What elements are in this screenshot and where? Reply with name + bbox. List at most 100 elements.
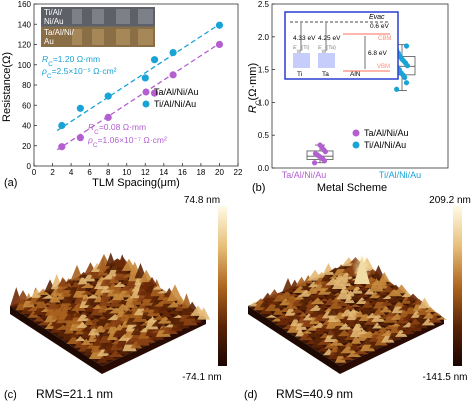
- afm-peak: [369, 339, 380, 349]
- afm-peak: [166, 310, 180, 315]
- vbm-label: VBM: [377, 64, 390, 70]
- data-point: [169, 49, 177, 57]
- afm-peak: [160, 309, 172, 317]
- afm-peak: [94, 317, 109, 326]
- afm-peak: [31, 287, 42, 298]
- fit-lines: [56, 20, 225, 151]
- afm-peak: [333, 273, 347, 283]
- afm-peak: [384, 281, 396, 286]
- afm-peak: [272, 293, 288, 302]
- y-tick-label: 160: [18, 0, 32, 9]
- afm-peak: [177, 318, 190, 329]
- axis-ticks: 0.0 0.5 1.0 1.5 2.0 2.5: [258, 0, 275, 173]
- afm-peak: [146, 276, 158, 286]
- data-point: [312, 150, 319, 157]
- afm-peak: [394, 284, 409, 294]
- afm-peak: [395, 328, 408, 337]
- afm-peak: [370, 313, 386, 322]
- afm-peak: [421, 318, 435, 326]
- afm-peak: [284, 304, 297, 316]
- afm-peak: [328, 300, 344, 309]
- afm-peak: [303, 275, 314, 284]
- afm-surface-d: [248, 254, 448, 374]
- afm-peak: [297, 297, 313, 304]
- afm-peak: [19, 303, 36, 314]
- afm-peak: [130, 338, 142, 349]
- panel-label-b: (b): [252, 182, 265, 194]
- afm-peak: [68, 331, 81, 338]
- panel-label-d: (d): [244, 389, 257, 401]
- afm-peak: [378, 272, 391, 283]
- data-point: [104, 92, 112, 100]
- data-points: [58, 21, 224, 151]
- afm-peak: [418, 297, 431, 309]
- afm-peak: [344, 293, 355, 304]
- afm-peak: [381, 331, 395, 343]
- x-axis-label: Metal Scheme: [317, 182, 387, 194]
- data-point: [403, 43, 410, 49]
- afm-peak: [317, 347, 330, 352]
- y-tick-label: 0: [27, 162, 32, 171]
- afm-peak: [351, 284, 364, 294]
- afm-peak: [27, 310, 40, 318]
- afm-peak: [149, 329, 164, 340]
- afm-peak: [337, 329, 352, 337]
- afm-peak: [320, 277, 333, 289]
- afm-peak: [264, 301, 281, 312]
- afm-peak: [57, 278, 70, 287]
- afm-peak: [339, 271, 355, 280]
- y-tick-label: 40: [22, 122, 31, 131]
- afm-peak: [334, 309, 348, 320]
- y-tick-label: 120: [18, 41, 32, 50]
- data-point: [169, 71, 177, 79]
- afm-peak: [337, 334, 350, 343]
- data-point: [141, 74, 149, 82]
- afm-peak: [35, 294, 49, 302]
- afm-peak: [87, 325, 101, 336]
- colorbar-max-d: 209.2 nm: [429, 195, 471, 206]
- afm-peak: [372, 322, 383, 329]
- ta-wf-label: Ew(Ta): [318, 45, 336, 55]
- annotation-ta-rc: RC=0.08 Ω·mm: [88, 122, 146, 136]
- afm-peak: [428, 314, 442, 323]
- afm-peak: [66, 335, 82, 344]
- afm-tall-peak: [354, 256, 370, 284]
- afm-peak: [295, 276, 308, 287]
- x-tick-label: 4: [69, 168, 74, 177]
- afm-peak: [93, 324, 108, 333]
- afm-peak: [59, 305, 71, 317]
- ti-work-function: 4.33 eV: [293, 35, 316, 42]
- afm-peak: [63, 322, 75, 334]
- afm-peak: [139, 269, 154, 283]
- afm-peak: [350, 292, 363, 301]
- afm-peak: [351, 320, 365, 331]
- afm-peak: [344, 332, 357, 340]
- annotation-ta-rho: ρC=1.06×10⁻⁷ Ω·cm²: [87, 135, 167, 149]
- panel-a-chart: 0 2 4 6 8 10 12 14 16 18 20 22 0 20 40 60 80 100 120 140 160…: [1, 0, 243, 189]
- legend-ta: Ta/Al/Ni/Au: [154, 87, 199, 97]
- data-point: [317, 142, 323, 148]
- data-point: [150, 89, 159, 97]
- afm-peak: [389, 321, 402, 334]
- afm-peak: [396, 322, 408, 331]
- afm-peak: [167, 284, 183, 301]
- afm-peak: [275, 317, 291, 326]
- afm-peak: [336, 265, 348, 270]
- afm-peak: [191, 319, 203, 323]
- afm-peak: [266, 294, 281, 305]
- afm-peak: [331, 277, 347, 289]
- data-point: [76, 104, 84, 112]
- afm-peak: [329, 339, 345, 346]
- afm-peak: [118, 286, 132, 298]
- afm-peak: [364, 324, 377, 332]
- afm-surface-c: [10, 252, 211, 374]
- legend-ta: Ta/Al/Ni/Au: [364, 128, 409, 138]
- afm-peak: [363, 315, 380, 325]
- afm-peak: [384, 311, 399, 317]
- afm-peak: [77, 275, 89, 285]
- data-point: [104, 113, 112, 121]
- cbm-label: CBM: [378, 36, 391, 42]
- afm-peak: [318, 320, 334, 332]
- afm-peak: [324, 296, 337, 306]
- afm-peak: [82, 272, 97, 282]
